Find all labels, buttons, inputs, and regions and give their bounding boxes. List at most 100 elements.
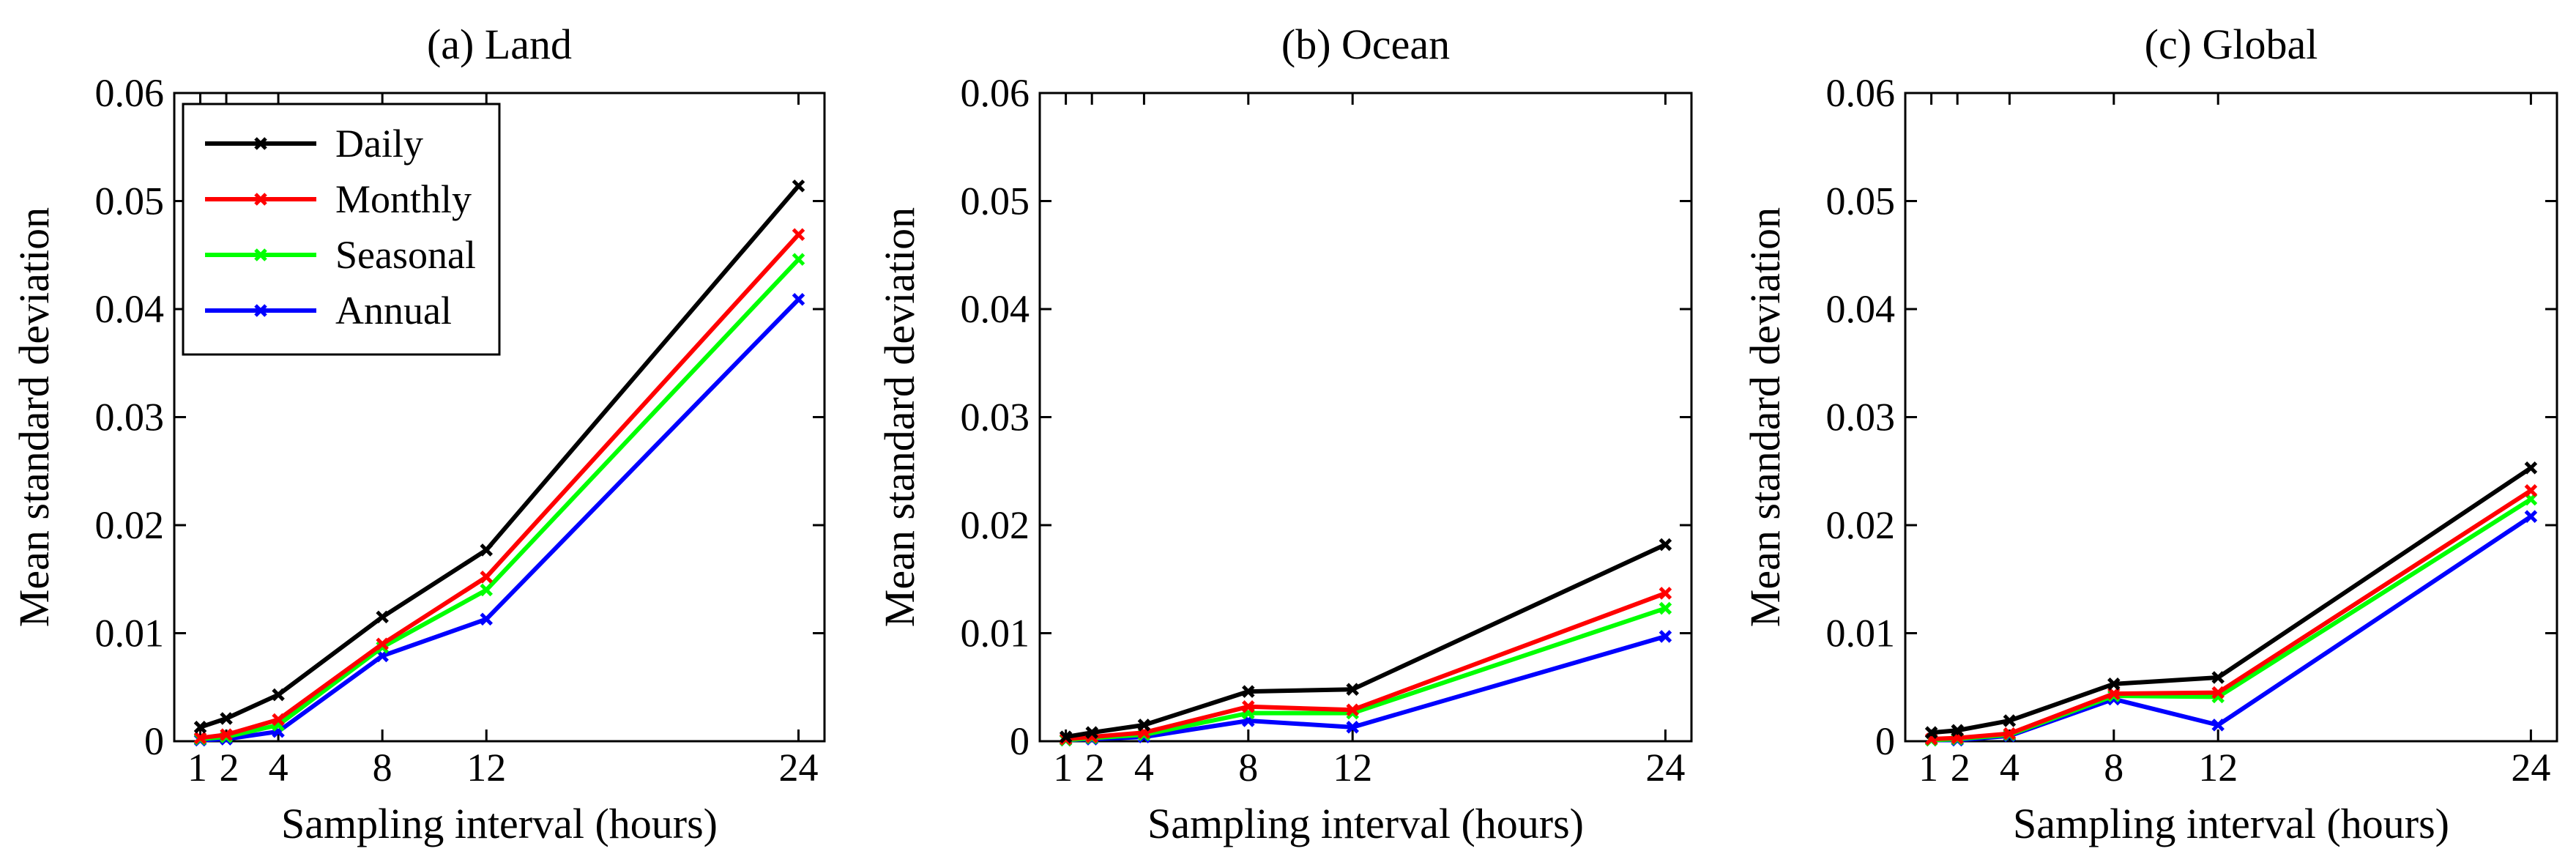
data-point-monthly bbox=[2524, 484, 2538, 497]
series-line-daily bbox=[199, 184, 800, 730]
x-tick-label: 1 bbox=[187, 746, 207, 790]
data-point-annual bbox=[1346, 721, 1359, 734]
legend-marker-monthly bbox=[254, 193, 267, 206]
y-axis-label: Mean standard deviation bbox=[876, 207, 923, 627]
x-tick-label: 4 bbox=[269, 746, 289, 790]
x-tick-label: 12 bbox=[466, 746, 506, 790]
y-tick-label: 0 bbox=[1010, 719, 1030, 763]
data-point-monthly bbox=[220, 728, 233, 741]
x-tick-label: 2 bbox=[220, 746, 239, 790]
data-point-daily bbox=[1659, 538, 1672, 552]
data-point-daily bbox=[2107, 677, 2121, 691]
data-point-annual bbox=[480, 612, 494, 626]
y-axis-label: Mean standard deviation bbox=[10, 207, 58, 627]
y-tick-label: 0.02 bbox=[95, 503, 165, 547]
chart-title: (b) Ocean bbox=[1281, 21, 1450, 68]
series-line-annual bbox=[200, 297, 800, 743]
x-tick-label: 1 bbox=[1053, 746, 1073, 790]
legend-label-seasonal: Seasonal bbox=[335, 233, 476, 277]
data-point-annual bbox=[1659, 630, 1672, 643]
legend-label-daily: Daily bbox=[335, 122, 423, 166]
y-axis-label: Mean standard deviation bbox=[1741, 207, 1789, 627]
data-point-seasonal bbox=[1659, 601, 1672, 615]
data-point-monthly bbox=[2211, 686, 2225, 699]
legend-marker-annual bbox=[254, 304, 267, 317]
y-tick-label: 0 bbox=[144, 719, 164, 763]
x-tick-label: 8 bbox=[373, 746, 392, 790]
x-tick-label: 24 bbox=[1645, 746, 1685, 790]
data-point-daily bbox=[1951, 724, 1964, 738]
data-point-daily bbox=[376, 610, 389, 624]
series-line-daily bbox=[1065, 542, 1667, 740]
data-point-daily bbox=[272, 688, 285, 702]
data-point-monthly bbox=[1659, 587, 1672, 600]
y-tick-label: 0.05 bbox=[1826, 179, 1896, 223]
data-point-daily bbox=[1085, 726, 1098, 739]
x-axis-label: Sampling interval (hours) bbox=[2013, 800, 2449, 847]
y-tick-label: 0.04 bbox=[95, 287, 165, 331]
x-tick-label: 4 bbox=[2000, 746, 2020, 790]
data-point-daily bbox=[1137, 719, 1151, 732]
x-tick-label: 24 bbox=[778, 746, 818, 790]
data-point-daily bbox=[193, 721, 207, 734]
data-point-daily bbox=[1924, 726, 1938, 739]
x-tick-label: 1 bbox=[1918, 746, 1938, 790]
data-point-annual bbox=[792, 292, 805, 306]
series-line-daily bbox=[1931, 466, 2533, 735]
y-tick-label: 0.04 bbox=[1826, 287, 1896, 331]
y-tick-label: 0.01 bbox=[961, 612, 1030, 656]
data-point-daily bbox=[220, 712, 233, 725]
data-point-monthly bbox=[2003, 727, 2017, 740]
y-tick-label: 0.06 bbox=[961, 71, 1030, 115]
data-point-annual bbox=[2211, 719, 2225, 732]
x-axis-label: Sampling interval (hours) bbox=[1147, 800, 1584, 847]
x-axis-label: Sampling interval (hours) bbox=[281, 800, 718, 847]
data-point-monthly bbox=[2107, 687, 2121, 700]
legend-marker-seasonal bbox=[254, 248, 267, 261]
x-tick-label: 24 bbox=[2511, 746, 2550, 790]
x-tick-label: 12 bbox=[2198, 746, 2238, 790]
y-tick-label: 0.01 bbox=[95, 612, 165, 656]
data-point-daily bbox=[480, 543, 494, 557]
data-point-monthly bbox=[480, 571, 494, 584]
series-line-monthly bbox=[200, 233, 800, 740]
data-point-daily bbox=[1059, 730, 1073, 743]
data-point-monthly bbox=[272, 713, 285, 727]
legend-label-monthly: Monthly bbox=[335, 177, 472, 221]
y-tick-label: 0.02 bbox=[1826, 503, 1896, 547]
y-tick-label: 0.05 bbox=[95, 179, 165, 223]
x-tick-label: 2 bbox=[1951, 746, 1970, 790]
legend-label-annual: Annual bbox=[335, 289, 452, 333]
y-tick-label: 0.06 bbox=[95, 71, 165, 115]
y-tick-label: 0.03 bbox=[1826, 396, 1896, 439]
y-tick-label: 0.02 bbox=[961, 503, 1030, 547]
plot-frame bbox=[1038, 92, 1693, 743]
y-tick-label: 0.06 bbox=[1826, 71, 1896, 115]
data-point-monthly bbox=[1242, 700, 1255, 713]
legend: Daily Monthly Seasonal Annual bbox=[182, 103, 501, 356]
x-tick-label: 8 bbox=[1238, 746, 1258, 790]
series-line-annual bbox=[1065, 634, 1667, 743]
data-point-monthly bbox=[193, 731, 207, 745]
data-point-seasonal bbox=[792, 253, 805, 266]
data-point-daily bbox=[792, 179, 805, 193]
data-point-annual bbox=[2524, 510, 2538, 523]
data-point-monthly bbox=[792, 228, 805, 241]
x-tick-label: 12 bbox=[1333, 746, 1372, 790]
chart-title: (a) Land bbox=[427, 21, 572, 68]
data-point-daily bbox=[2524, 461, 2538, 475]
legend-marker-daily bbox=[254, 137, 267, 150]
x-tick-label: 2 bbox=[1085, 746, 1105, 790]
plot-frame bbox=[1904, 92, 2558, 743]
x-tick-label: 4 bbox=[1134, 746, 1154, 790]
data-point-daily bbox=[1242, 685, 1255, 698]
y-tick-label: 0.03 bbox=[95, 396, 165, 439]
data-point-daily bbox=[2003, 714, 2017, 727]
series-line-monthly bbox=[1065, 591, 1667, 742]
data-point-daily bbox=[2211, 671, 2225, 684]
y-tick-label: 0.05 bbox=[961, 179, 1030, 223]
